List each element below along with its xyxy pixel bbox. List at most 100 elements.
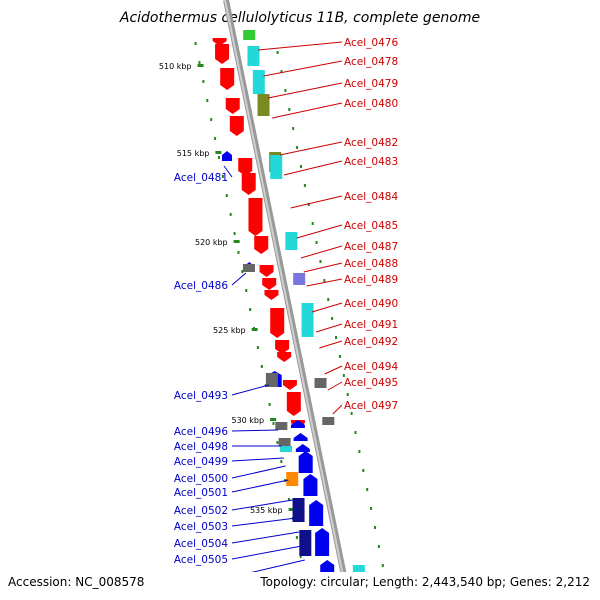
leader-line-reverse	[231, 479, 289, 493]
gene-feature-block	[243, 30, 256, 40]
track-dot-right	[346, 393, 349, 396]
forward-gene-arrow	[212, 38, 227, 46]
scale-tick	[251, 328, 258, 331]
forward-gene-arrow	[262, 278, 277, 290]
reverse-gene-arrow	[293, 433, 308, 441]
track-dot-right	[307, 203, 310, 206]
gene-label-acel_0491: Acel_0491	[344, 319, 398, 331]
track-dot-right	[292, 127, 295, 130]
gene-label-acel_0488: Acel_0488	[344, 258, 398, 270]
gene-feature-block	[265, 373, 278, 387]
gene-feature-block	[286, 472, 299, 486]
map-title: Acidothermus cellulolyticus 11B, complet…	[119, 10, 480, 26]
gene-label-acel_0487: Acel_0487	[344, 241, 398, 253]
gene-feature-block	[314, 378, 327, 388]
track-dot-left	[225, 194, 228, 197]
leader-line-reverse	[231, 384, 270, 396]
forward-gene-arrow	[286, 392, 301, 416]
track-dot-left	[206, 99, 209, 102]
track-dot-right	[358, 450, 361, 453]
gene-label-acel_0482: Acel_0482	[344, 137, 398, 149]
gene-feature-block	[293, 273, 306, 285]
leader-line-forward	[300, 245, 343, 259]
track-dot-right	[342, 374, 345, 377]
track-dot-left	[214, 137, 217, 140]
track-dot-right	[338, 355, 341, 358]
forward-gene-arrow	[282, 380, 297, 390]
track-dot-right	[284, 89, 287, 92]
forward-gene-arrow	[270, 308, 285, 338]
forward-gene-arrow	[229, 116, 244, 136]
reverse-gene-arrow	[298, 451, 313, 473]
scale-label: 525 kbp	[213, 326, 246, 335]
reverse-gene-arrow	[221, 151, 232, 161]
leader-line-reverse	[231, 465, 286, 479]
gene-label-acel_0484: Acel_0484	[344, 191, 398, 203]
gene-feature-block	[352, 565, 365, 575]
leader-line-reverse	[231, 429, 279, 432]
gene-features	[212, 30, 365, 575]
track-dot-right	[350, 412, 353, 415]
gene-feature-block	[270, 155, 283, 179]
gene-label-acel_0480: Acel_0480	[344, 98, 398, 110]
reverse-gene-arrow	[295, 444, 310, 452]
gene-label-acel_0503: Acel_0503	[174, 521, 228, 533]
gene-label-acel_0483: Acel_0483	[344, 156, 398, 168]
track-dot-right	[366, 488, 369, 491]
leader-line-reverse	[223, 165, 233, 178]
track-dot-right	[331, 317, 334, 320]
gene-feature-block	[252, 70, 265, 94]
track-dot-right	[327, 298, 330, 301]
scale-label: 535 kbp	[250, 506, 283, 515]
gene-label-acel_0497: Acel_0497	[344, 400, 398, 412]
track-dot-left	[210, 118, 213, 121]
gene-label-acel_0495: Acel_0495	[344, 377, 398, 389]
gene-feature-block	[247, 46, 260, 66]
gene-label-acel_0498: Acel_0498	[174, 441, 228, 453]
track-dot-right	[276, 51, 279, 54]
gene-label-acel_0504: Acel_0504	[174, 538, 228, 550]
track-dot-left	[276, 441, 279, 444]
leader-line-forward	[311, 302, 343, 313]
leader-line-reverse	[231, 545, 303, 560]
track-dot-left	[260, 365, 263, 368]
scale-tick	[197, 64, 204, 67]
gene-feature-block	[285, 232, 298, 250]
forward-gene-arrow	[248, 198, 263, 236]
gene-label-acel_0494: Acel_0494	[344, 361, 398, 373]
leader-line-forward	[290, 195, 343, 209]
track-dot-right	[296, 146, 299, 149]
track-dot-left	[268, 403, 271, 406]
gene-feature-block	[299, 530, 312, 556]
track-dot-right	[370, 507, 373, 510]
leader-line-forward	[315, 323, 343, 333]
forward-gene-arrow	[259, 265, 274, 277]
track-dot-left	[256, 346, 259, 349]
scale-tick	[270, 418, 277, 421]
track-dot-left	[217, 156, 220, 159]
leader-line-forward	[263, 60, 343, 77]
scale-label: 515 kbp	[177, 149, 210, 158]
leader-line-forward	[279, 141, 343, 156]
leader-line-forward	[306, 278, 343, 287]
track-dot-left	[221, 175, 224, 178]
gene-label-acel_0501: Acel_0501	[174, 487, 228, 499]
scale-tick	[215, 151, 222, 154]
gene-feature-block	[301, 303, 314, 337]
leader-line-forward	[319, 340, 343, 349]
track-dot-right	[373, 526, 376, 529]
leader-line-forward	[303, 262, 343, 273]
track-dot-left	[245, 289, 248, 292]
leader-line-forward	[332, 404, 343, 415]
gene-label-acel_0478: Acel_0478	[344, 56, 398, 68]
scale-label: 520 kbp	[195, 238, 228, 247]
track-dot-right	[377, 545, 380, 548]
gene-feature-block	[280, 446, 293, 452]
gene-label-acel_0485: Acel_0485	[344, 220, 398, 232]
track-dot-left	[202, 80, 205, 83]
forward-gene-arrow	[220, 68, 235, 90]
gene-label-acel_0499: Acel_0499	[174, 456, 228, 468]
reverse-gene-arrow	[309, 500, 324, 526]
track-dot-left	[229, 213, 232, 216]
forward-gene-arrow	[277, 352, 292, 362]
